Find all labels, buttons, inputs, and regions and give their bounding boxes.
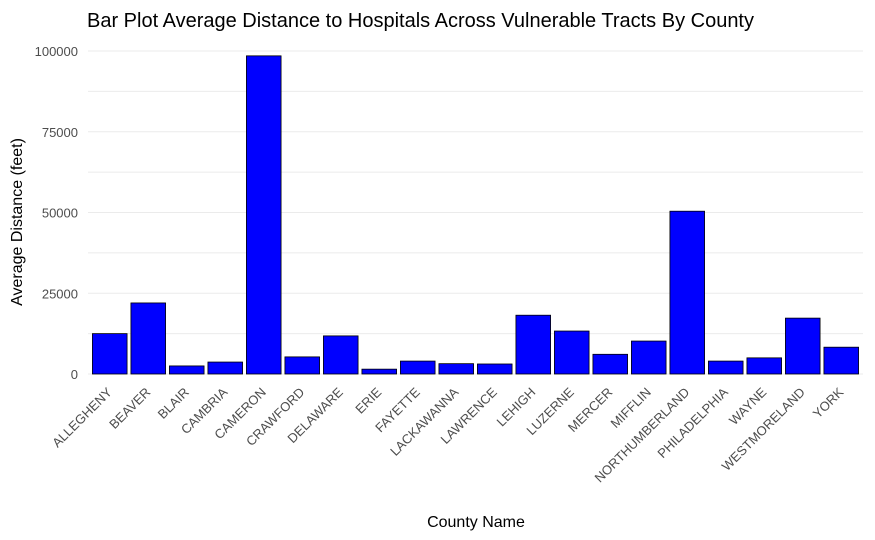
bar [169, 365, 205, 375]
bar [130, 302, 166, 375]
x-tick-label: PHILADELPHIA [654, 384, 731, 461]
bar [207, 361, 243, 375]
bar [669, 210, 705, 375]
bars [92, 55, 859, 375]
bar [323, 335, 359, 375]
bar [631, 340, 667, 375]
y-tick-label: 0 [71, 367, 78, 382]
bar [823, 346, 859, 375]
y-axis-ticks: 0 25000 50000 75000 100000 [35, 44, 78, 382]
y-axis-title: Average Distance (feet) [9, 138, 26, 306]
bar [284, 356, 320, 375]
x-tick-label: LACKAWANNA [387, 384, 462, 459]
x-tick-label: ALLEGHENY [49, 384, 115, 450]
bar [438, 363, 474, 375]
bar [246, 55, 282, 375]
y-tick-label: 75000 [42, 125, 78, 140]
bar [785, 317, 821, 375]
bar [400, 360, 436, 375]
x-axis-title: County Name [427, 514, 525, 531]
bar [477, 363, 513, 375]
x-tick-label: BLAIR [155, 385, 192, 422]
x-tick-label: YORK [810, 384, 847, 421]
bar [708, 360, 744, 375]
y-tick-label: 50000 [42, 206, 78, 221]
x-tick-label: BEAVER [106, 385, 153, 432]
bar [554, 330, 590, 375]
x-tick-label: ERIE [352, 384, 384, 416]
bar [592, 353, 628, 375]
grid-lines [88, 50, 863, 375]
bar [361, 368, 397, 375]
bar [515, 314, 551, 375]
y-tick-label: 25000 [42, 286, 78, 301]
chart-title: Bar Plot Average Distance to Hospitals A… [87, 10, 754, 32]
y-tick-label: 100000 [35, 44, 78, 59]
bar [92, 333, 128, 375]
bar [746, 357, 782, 375]
